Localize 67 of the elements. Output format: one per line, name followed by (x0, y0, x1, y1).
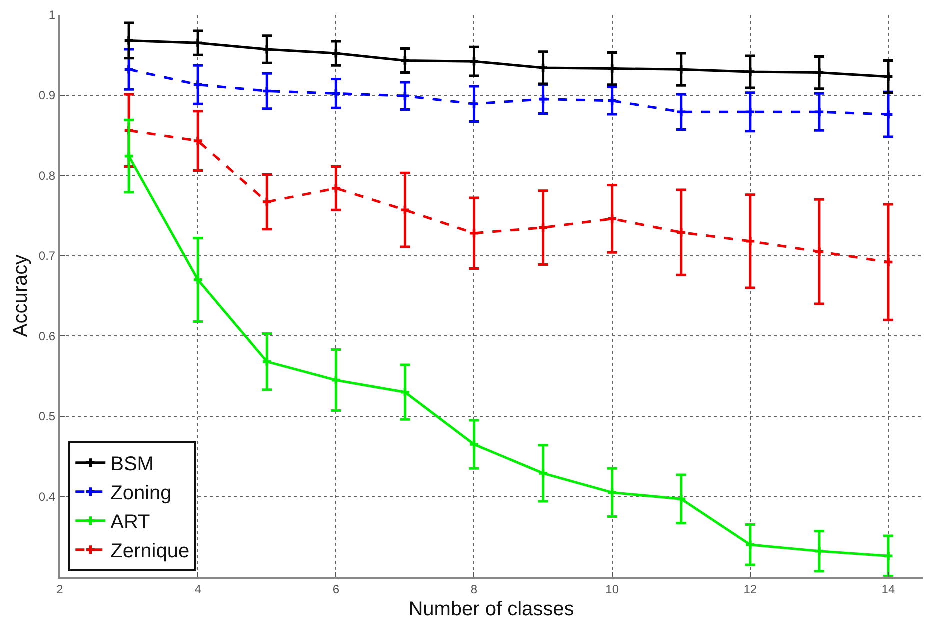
point (539, 95, 548, 104)
point (194, 80, 202, 90)
point (539, 469, 548, 478)
point (262, 198, 272, 206)
y-tick-label: 0.7 (38, 249, 56, 264)
point (194, 38, 202, 48)
y-tick-label: 0.8 (38, 168, 56, 183)
point (262, 45, 272, 54)
point (401, 92, 410, 100)
point (677, 65, 686, 74)
point (608, 214, 617, 224)
point (262, 358, 272, 366)
x-axis-title: Number of classes (408, 598, 574, 620)
point (194, 276, 202, 284)
point (746, 540, 755, 550)
point (470, 229, 478, 238)
point (401, 388, 410, 397)
x-tick-label: 14 (882, 582, 896, 596)
x-tick-label: 10 (606, 582, 620, 596)
point (608, 96, 617, 106)
point (332, 89, 340, 98)
point (401, 206, 410, 214)
point (746, 68, 755, 76)
x-tick-label: 6 (332, 582, 340, 596)
point (884, 552, 893, 560)
point (677, 108, 686, 116)
legend-label: Zernique (110, 540, 190, 563)
point (677, 494, 686, 504)
point (332, 376, 340, 384)
legend-label: Zoning (110, 482, 172, 505)
x-tick-label: 2 (56, 582, 64, 596)
y-tick-label: 0.9 (38, 88, 56, 102)
point (262, 87, 272, 96)
point (470, 57, 478, 66)
point (539, 224, 548, 232)
point (470, 100, 478, 108)
point (124, 65, 134, 74)
point (884, 110, 893, 119)
point (815, 68, 824, 78)
point (815, 108, 824, 116)
point (815, 248, 824, 256)
x-tick-label: 4 (194, 582, 202, 596)
y-tick-label: 0.4 (38, 490, 56, 504)
point (677, 228, 686, 237)
point (746, 108, 755, 116)
y-tick-label: 1 (48, 8, 56, 22)
x-tick-label: 12 (744, 582, 758, 596)
point (746, 237, 755, 246)
point (608, 488, 617, 497)
point (470, 440, 478, 449)
point (608, 64, 617, 73)
point (884, 72, 893, 82)
point (194, 136, 202, 146)
legend-label: ART (110, 512, 150, 534)
y-tick-label: 0.6 (38, 329, 56, 344)
point (884, 258, 893, 266)
point (124, 152, 134, 160)
y-tick-label: 0.5 (38, 410, 56, 424)
point (401, 56, 410, 65)
point (815, 547, 824, 556)
x-tick-label: 8 (470, 582, 478, 596)
point (332, 49, 340, 58)
legend-label: BSM (110, 454, 154, 476)
point (332, 184, 340, 193)
point (124, 36, 134, 45)
point (539, 64, 548, 72)
y-axis-title: Accuracy (10, 254, 32, 338)
